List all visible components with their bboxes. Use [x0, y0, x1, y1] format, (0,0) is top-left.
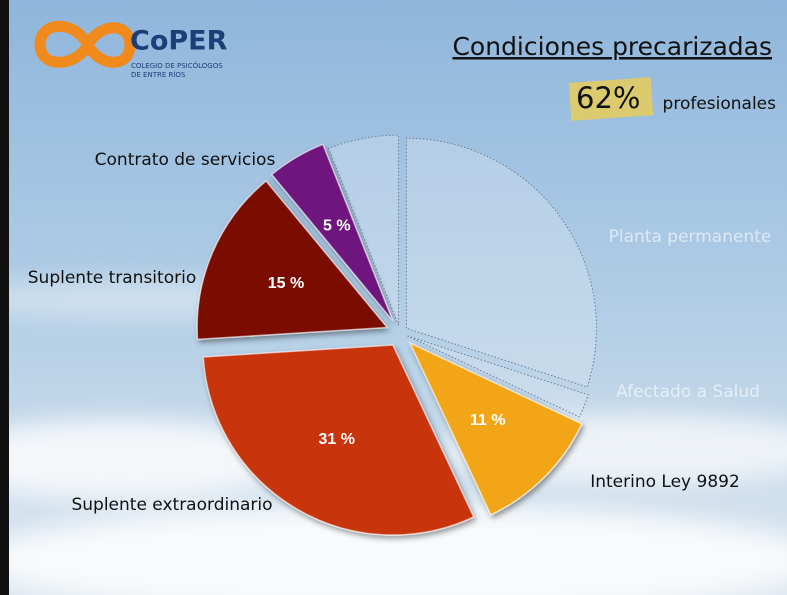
slice-label: Suplente transitorio	[28, 268, 196, 288]
value-label: 15 %	[268, 275, 304, 292]
slide: CoPER COLEGIO DE PSICÓLOGOS DE ENTRE RÍO…	[0, 0, 787, 595]
chart-title: Condiciones precarizadas	[452, 32, 772, 61]
highlight-value: 62%	[576, 81, 640, 115]
highlight-caption: profesionales	[663, 94, 777, 114]
slice-label: Contrato de servicios	[95, 150, 276, 170]
value-label: 11 %	[470, 412, 506, 429]
slice-label: Planta permanente	[609, 227, 772, 247]
logo-line: DE ENTRE RÍOS	[131, 70, 186, 79]
left-border	[0, 0, 9, 595]
slice-label: Afectado a Salud	[616, 382, 760, 402]
slice-label: Interino Ley 9892	[590, 472, 740, 492]
logo-line: COLEGIO DE PSICÓLOGOS	[131, 61, 223, 70]
value-label: 5 %	[323, 217, 351, 234]
logo-name: CoPER	[130, 26, 228, 57]
slice-label: Suplente extraordinario	[71, 495, 272, 515]
value-label: 31 %	[319, 431, 355, 448]
